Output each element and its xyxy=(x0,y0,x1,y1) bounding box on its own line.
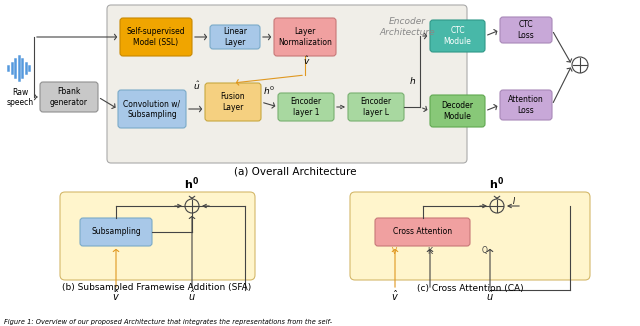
FancyBboxPatch shape xyxy=(40,82,98,112)
FancyBboxPatch shape xyxy=(278,93,334,121)
Text: Self-supervised
Model (SSL): Self-supervised Model (SSL) xyxy=(127,27,186,47)
Text: $h^0$: $h^0$ xyxy=(263,85,275,97)
FancyBboxPatch shape xyxy=(500,90,552,120)
Text: $\hat{u}$: $\hat{u}$ xyxy=(188,289,196,303)
Text: $\hat{v}$: $\hat{v}$ xyxy=(391,289,399,303)
Text: Q: Q xyxy=(482,246,488,256)
Text: $\hat{v}$: $\hat{v}$ xyxy=(303,55,310,67)
FancyBboxPatch shape xyxy=(60,192,255,280)
Text: Encoder
layer 1: Encoder layer 1 xyxy=(291,97,321,117)
Text: Encoder
Architecture: Encoder Architecture xyxy=(379,17,435,37)
Text: CTC
Loss: CTC Loss xyxy=(518,20,534,40)
FancyBboxPatch shape xyxy=(350,192,590,280)
FancyBboxPatch shape xyxy=(210,25,260,49)
FancyBboxPatch shape xyxy=(500,17,552,43)
Text: Fusion
Layer: Fusion Layer xyxy=(221,92,245,112)
FancyBboxPatch shape xyxy=(205,83,261,121)
Text: I: I xyxy=(513,198,515,206)
Text: $h$: $h$ xyxy=(409,75,416,85)
Text: K: K xyxy=(428,246,433,256)
Text: (b) Subsampled Framewise Addition (SFA): (b) Subsampled Framewise Addition (SFA) xyxy=(62,284,252,292)
Text: (c) Cross Attention (CA): (c) Cross Attention (CA) xyxy=(417,284,524,292)
Text: (a) Overall Architecture: (a) Overall Architecture xyxy=(234,167,356,177)
Text: Decoder
Module: Decoder Module xyxy=(442,101,474,121)
Text: Linear
Layer: Linear Layer xyxy=(223,27,247,47)
FancyBboxPatch shape xyxy=(348,93,404,121)
Text: Subsampling: Subsampling xyxy=(91,228,141,236)
Text: Layer
Normalization: Layer Normalization xyxy=(278,27,332,47)
Text: Attention
Loss: Attention Loss xyxy=(508,95,544,115)
Text: Raw
speech: Raw speech xyxy=(6,88,33,107)
Text: Encoder
layer L: Encoder layer L xyxy=(360,97,392,117)
FancyBboxPatch shape xyxy=(107,5,467,163)
Text: $\hat{v}$: $\hat{v}$ xyxy=(112,289,120,303)
Text: Cross Attention: Cross Attention xyxy=(393,228,452,236)
FancyBboxPatch shape xyxy=(80,218,152,246)
Text: Fbank
generator: Fbank generator xyxy=(50,87,88,107)
FancyBboxPatch shape xyxy=(118,90,186,128)
Text: $\mathbf{h^0}$: $\mathbf{h^0}$ xyxy=(490,175,504,192)
Text: $\mathbf{h^0}$: $\mathbf{h^0}$ xyxy=(184,175,200,192)
Text: $\hat{u}$: $\hat{u}$ xyxy=(193,80,201,92)
FancyBboxPatch shape xyxy=(430,95,485,127)
Text: $\hat{u}$: $\hat{u}$ xyxy=(486,289,494,303)
FancyBboxPatch shape xyxy=(375,218,470,246)
Text: Figure 1: Overview of our proposed Architecture that integrates the representati: Figure 1: Overview of our proposed Archi… xyxy=(4,319,332,325)
Text: CTC
Module: CTC Module xyxy=(444,26,472,46)
FancyBboxPatch shape xyxy=(430,20,485,52)
FancyBboxPatch shape xyxy=(274,18,336,56)
Text: V: V xyxy=(392,246,397,256)
Text: Convolution w/
Subsampling: Convolution w/ Subsampling xyxy=(124,99,180,119)
FancyBboxPatch shape xyxy=(120,18,192,56)
